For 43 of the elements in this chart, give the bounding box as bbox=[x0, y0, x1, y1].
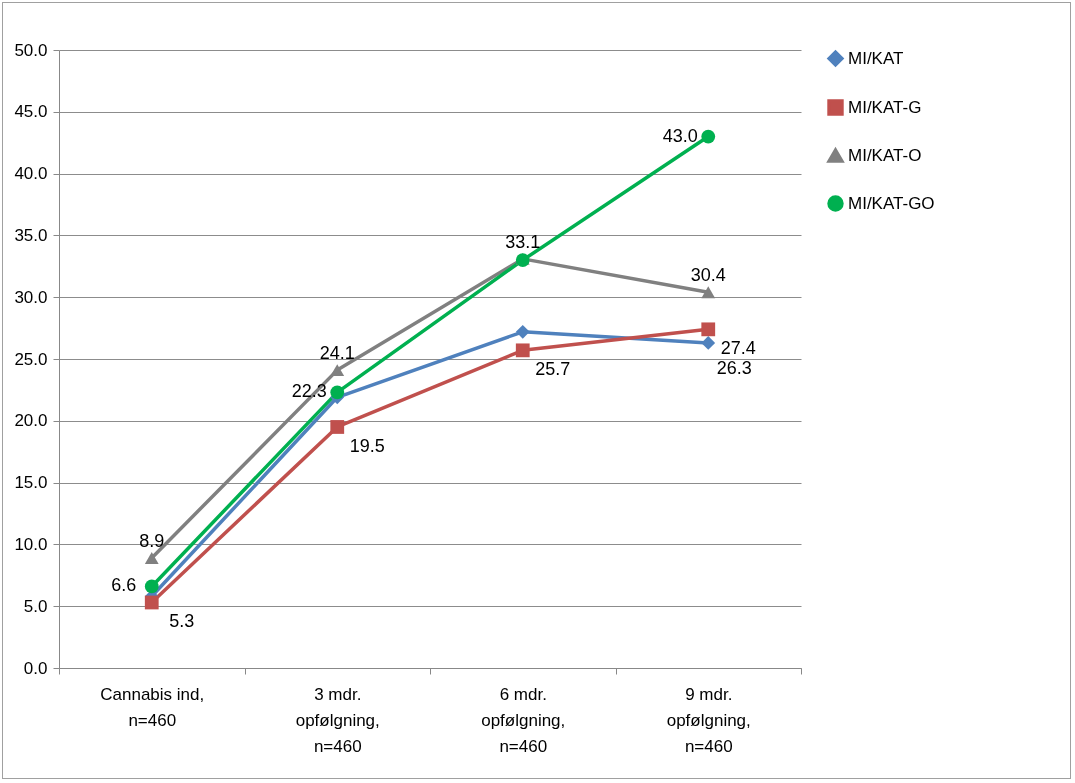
data-label: 6.6 bbox=[111, 575, 137, 596]
y-tick-label: 35.0 bbox=[14, 225, 48, 245]
y-tick-label: 30.0 bbox=[14, 287, 48, 307]
point bbox=[701, 322, 716, 337]
legend-label: MI/KAT-GO bbox=[848, 193, 935, 213]
point bbox=[701, 336, 716, 350]
data-label: 19.5 bbox=[349, 435, 385, 456]
point bbox=[330, 385, 345, 400]
y-tick-label: 5.0 bbox=[23, 596, 48, 616]
point bbox=[515, 324, 530, 339]
y-tick-label: 10.0 bbox=[14, 534, 48, 554]
x-tick-label: 9 mdr. opfølgning, n=460 bbox=[666, 684, 751, 756]
point bbox=[701, 129, 716, 144]
y-tick-label: 45.0 bbox=[14, 102, 48, 122]
point bbox=[144, 552, 159, 564]
point bbox=[330, 364, 345, 377]
data-label: 8.9 bbox=[139, 531, 165, 551]
legend-label: MI/KAT bbox=[848, 48, 904, 68]
point bbox=[330, 420, 345, 434]
legend-label: MI/KAT-O bbox=[848, 145, 922, 165]
point bbox=[515, 343, 530, 358]
data-label: 25.7 bbox=[535, 359, 571, 380]
point bbox=[144, 579, 159, 594]
legend-label: MI/KAT-G bbox=[848, 97, 922, 117]
x-tick-label: 6 mdr. opfølgning, n=460 bbox=[481, 684, 566, 756]
point bbox=[701, 286, 716, 299]
y-tick-label: 20.0 bbox=[14, 411, 48, 431]
x-tick-label: Cannabis ind, n=460 bbox=[100, 684, 205, 730]
y-tick-label: 40.0 bbox=[14, 164, 48, 184]
data-label: 30.4 bbox=[690, 265, 726, 286]
data-label: 43.0 bbox=[662, 125, 698, 146]
y-tick-label: 25.0 bbox=[14, 349, 48, 369]
y-tick-label: 0.0 bbox=[23, 658, 48, 678]
data-label: 33.1 bbox=[505, 231, 541, 252]
data-label: 24.1 bbox=[319, 343, 355, 364]
data-label: 26.3 bbox=[716, 357, 752, 378]
y-tick-label: 15.0 bbox=[14, 473, 48, 493]
x-tick-label: 3 mdr. opfølgning, n=460 bbox=[295, 684, 380, 756]
point bbox=[144, 595, 159, 610]
data-label: 5.3 bbox=[169, 611, 195, 632]
data-label: 27.4 bbox=[720, 338, 756, 359]
y-tick-label: 50.0 bbox=[14, 40, 48, 60]
data-label: 22.3 bbox=[291, 381, 327, 402]
